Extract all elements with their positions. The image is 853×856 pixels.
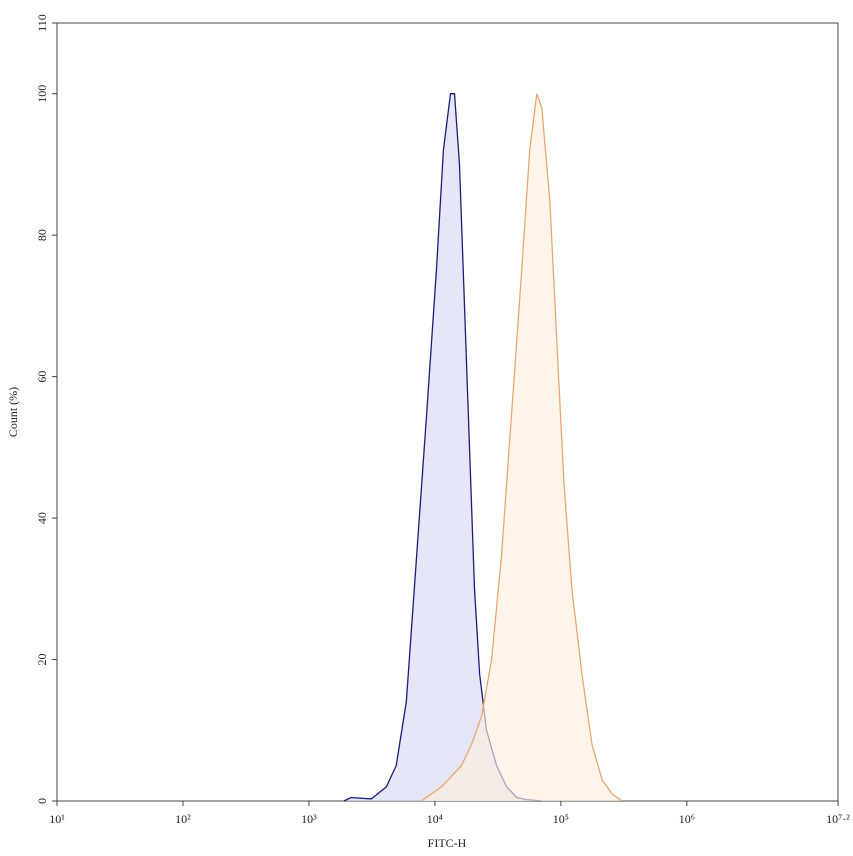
x-tick-label: 10⁴ [427,812,443,826]
y-tick-label: 20 [35,654,49,666]
y-tick-label: 100 [35,85,49,103]
y-tick-label: 80 [35,229,49,241]
y-tick-label: 110 [35,14,49,32]
histogram-area [344,93,542,801]
x-tick-label: 10³ [301,812,317,826]
x-tick-label: 10⁶ [679,812,695,826]
y-tick-label: 60 [35,371,49,383]
x-tick-label: 10² [175,812,191,826]
x-tick-label: 10⁷·² [826,812,850,826]
x-tick-label: 10¹ [49,812,65,826]
y-axis-label: Count (%) [6,387,20,437]
histogram-line [420,93,623,802]
x-tick-label: 10⁵ [553,812,569,826]
y-tick-label: 0 [35,798,49,804]
y-tick-label: 40 [35,512,49,524]
histogram-area [421,93,623,801]
x-axis-label: FITC-H [428,836,467,850]
